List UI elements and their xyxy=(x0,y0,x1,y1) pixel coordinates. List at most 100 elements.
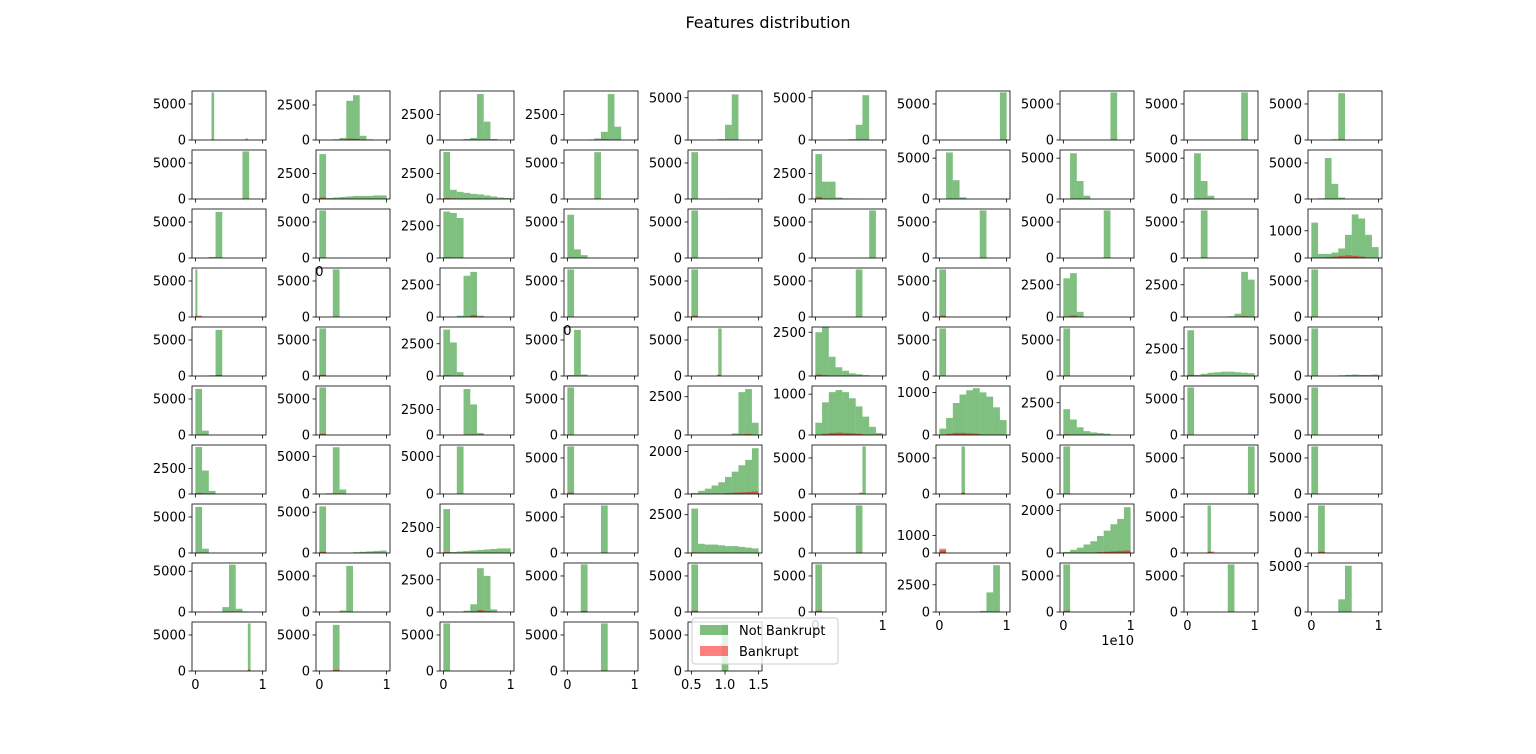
histogram-bar-not-bankrupt xyxy=(751,448,759,494)
axes-frame xyxy=(811,267,887,318)
y-tick-label: 0 xyxy=(1046,252,1054,267)
axes-frame xyxy=(1307,385,1383,436)
subplot: 0 5000 xyxy=(277,444,391,503)
histogram-bar-bankrupt xyxy=(1063,610,1071,612)
histogram-bar-not-bankrupt xyxy=(567,374,575,376)
subplot: 0 5000 xyxy=(1145,385,1259,444)
axes-frame xyxy=(935,503,1011,554)
histogram-bar-bankrupt xyxy=(849,433,856,435)
y-tick-label: 5000 xyxy=(649,215,682,230)
y-tick-label: 0 xyxy=(1294,429,1302,444)
y-tick-label: 0 xyxy=(798,429,806,444)
y-tick-label: 0 xyxy=(426,488,434,503)
axes-frame xyxy=(439,621,515,672)
histogram-bar-not-bankrupt xyxy=(1083,431,1091,435)
histogram-bar-not-bankrupt xyxy=(601,131,608,140)
histogram-bar-bankrupt xyxy=(353,138,360,140)
histogram-bar-bankrupt xyxy=(815,196,823,199)
histogram-bar-bankrupt xyxy=(835,432,843,435)
histogram-bar-not-bankrupt xyxy=(1103,210,1111,258)
histogram-bar-not-bankrupt xyxy=(202,548,209,553)
axes-frame xyxy=(1307,208,1383,259)
y-tick-label: 0 xyxy=(550,370,558,385)
histogram-bar-not-bankrupt xyxy=(319,506,327,553)
histogram-bar-not-bankrupt xyxy=(835,367,843,376)
axes-frame xyxy=(1183,562,1259,613)
y-tick-label: 0 xyxy=(798,606,806,621)
x-tick-label: 0 xyxy=(563,678,571,693)
subplot: 0 5000 xyxy=(525,385,639,444)
axes-frame xyxy=(687,90,763,141)
axes-frame xyxy=(315,562,391,613)
axes-frame xyxy=(1307,267,1383,318)
histogram-bar-not-bankrupt xyxy=(939,328,947,376)
axes-frame xyxy=(191,621,267,672)
axes-frame xyxy=(563,444,639,495)
histogram-bar-not-bankrupt xyxy=(470,193,477,199)
histogram-bar-bankrupt xyxy=(725,493,732,494)
histogram-bar-not-bankrupt xyxy=(999,92,1007,140)
y-tick-label: 0 xyxy=(550,547,558,562)
histogram-bar-bankrupt xyxy=(745,434,752,435)
histogram-bar-not-bankrupt xyxy=(1083,195,1091,199)
histogram-bar-not-bankrupt xyxy=(946,152,953,199)
y-tick-label: 5000 xyxy=(153,333,186,348)
y-tick-label: 0 xyxy=(674,606,682,621)
subplot: 0 5000 xyxy=(1145,149,1259,208)
histogram-bar-not-bankrupt xyxy=(339,196,347,199)
subplot: 0 5000 xyxy=(649,208,763,267)
axes-frame xyxy=(1059,326,1135,377)
histogram-bar-not-bankrupt xyxy=(208,490,216,494)
axes-frame xyxy=(811,503,887,554)
axes-frame xyxy=(1183,267,1259,318)
y-tick-label: 0 xyxy=(1170,311,1178,326)
histogram-bar-bankrupt xyxy=(855,433,863,435)
y-tick-label: 0 xyxy=(426,547,434,562)
histogram-bar-bankrupt xyxy=(1338,255,1345,258)
y-tick-label: 5000 xyxy=(525,510,558,525)
subplot: 0 5000 xyxy=(773,503,887,562)
y-tick-label: 0 xyxy=(674,311,682,326)
y-tick-label: 5000 xyxy=(1145,215,1178,230)
histogram-bar-not-bankrupt xyxy=(855,374,863,376)
histogram-bar-not-bankrupt xyxy=(574,249,581,258)
histogram-bar-not-bankrupt xyxy=(745,389,752,435)
y-tick-label: 0 xyxy=(674,429,682,444)
y-tick-label: 0 xyxy=(550,488,558,503)
histogram-bar-not-bankrupt xyxy=(353,95,360,140)
histogram-bar-not-bankrupt xyxy=(567,446,575,494)
axes-frame xyxy=(315,90,391,141)
axes-frame xyxy=(687,267,763,318)
histogram-bar-not-bankrupt xyxy=(202,430,209,435)
histogram-bar-bankrupt xyxy=(1331,256,1339,258)
histogram-bar-not-bankrupt xyxy=(1194,153,1201,199)
histogram-bar-bankrupt xyxy=(319,551,327,553)
axes-frame xyxy=(1059,503,1135,554)
subplot: 0 2500 xyxy=(401,149,515,208)
axes-frame xyxy=(811,149,887,200)
histogram-bar-not-bankrupt xyxy=(379,550,387,553)
histogram-bar-not-bankrupt xyxy=(463,550,471,553)
legend-swatch-not-bankrupt xyxy=(700,625,728,635)
axes-frame xyxy=(1059,208,1135,259)
y-tick-label: 5000 xyxy=(897,152,930,167)
histogram-bar-not-bankrupt xyxy=(1063,551,1071,553)
y-tick-label: 0 xyxy=(1046,429,1054,444)
histogram-bar-not-bankrupt xyxy=(483,121,491,141)
subplot: 0 1000 xyxy=(897,503,1011,562)
histogram-bar-not-bankrupt xyxy=(842,392,849,436)
axes-frame xyxy=(191,326,267,377)
histogram-bar-bankrupt xyxy=(731,492,739,494)
histogram-bar-not-bankrupt xyxy=(1070,549,1077,553)
x-offset-label: 1e10 xyxy=(1101,634,1134,649)
x-tick-label: 0 xyxy=(315,678,323,693)
histogram-bar-bankrupt xyxy=(580,610,588,612)
histogram-bar-not-bankrupt xyxy=(456,315,464,317)
y-tick-label: 5000 xyxy=(1021,215,1054,230)
y-tick-label: 5000 xyxy=(153,510,186,525)
subplot: 0 2000 xyxy=(1021,503,1135,562)
histogram-bar-not-bankrupt xyxy=(1200,210,1208,258)
histogram-bar-not-bankrupt xyxy=(1076,547,1084,553)
y-tick-label: 5000 xyxy=(649,333,682,348)
y-tick-label: 2500 xyxy=(525,108,558,123)
